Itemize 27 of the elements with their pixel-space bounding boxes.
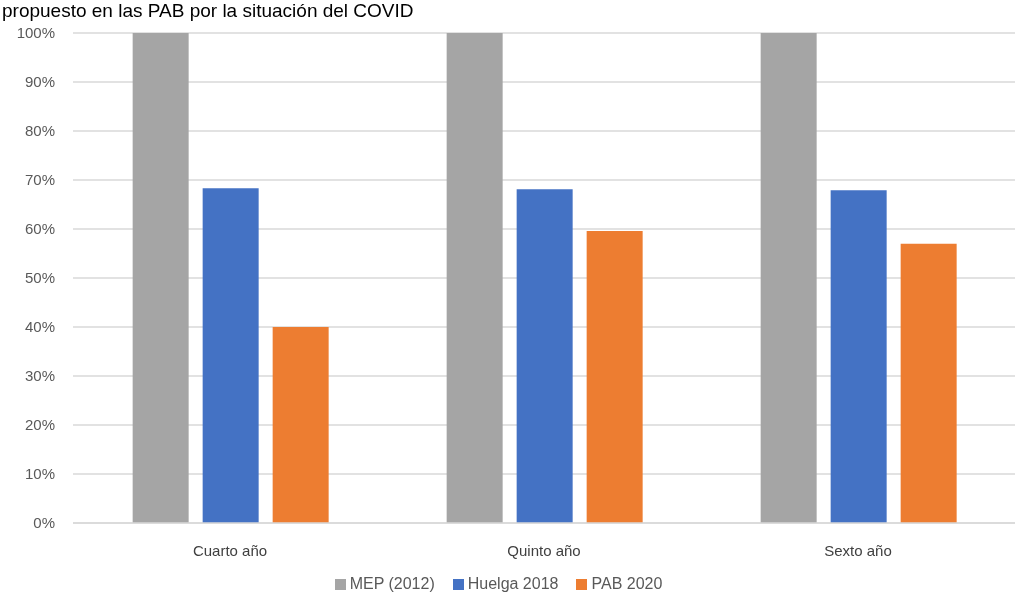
y-tick-label: 70% bbox=[24, 171, 55, 189]
y-tick-label: 0% bbox=[33, 514, 55, 532]
y-tick-label: 90% bbox=[24, 73, 55, 91]
bar bbox=[132, 33, 189, 523]
bar bbox=[446, 33, 503, 523]
bar bbox=[900, 243, 957, 523]
x-tick-label: Cuarto año bbox=[192, 541, 268, 559]
bar bbox=[202, 188, 259, 523]
legend-label: Huelga 2018 bbox=[467, 575, 559, 592]
legend-label: MEP (2012) bbox=[349, 575, 435, 592]
chart-title: propuesto en las PAB por la situación del COVID bbox=[2, 0, 414, 22]
y-tick-label: 50% bbox=[24, 269, 55, 287]
bar bbox=[516, 189, 573, 523]
x-tick-label: Sexto año bbox=[824, 541, 892, 559]
y-tick-label: 30% bbox=[24, 367, 55, 385]
bar bbox=[272, 327, 329, 523]
y-tick-label: 100% bbox=[16, 24, 55, 42]
y-tick-label: 40% bbox=[24, 318, 55, 336]
bar bbox=[830, 190, 887, 523]
y-tick-label: 80% bbox=[24, 122, 55, 140]
legend-label: PAB 2020 bbox=[591, 575, 663, 592]
x-tick-label: Quinto año bbox=[507, 541, 581, 559]
bar bbox=[586, 230, 643, 523]
bar bbox=[760, 33, 817, 523]
y-tick-label: 10% bbox=[24, 465, 55, 483]
y-tick-label: 20% bbox=[24, 416, 55, 434]
y-tick-label: 60% bbox=[24, 220, 55, 238]
